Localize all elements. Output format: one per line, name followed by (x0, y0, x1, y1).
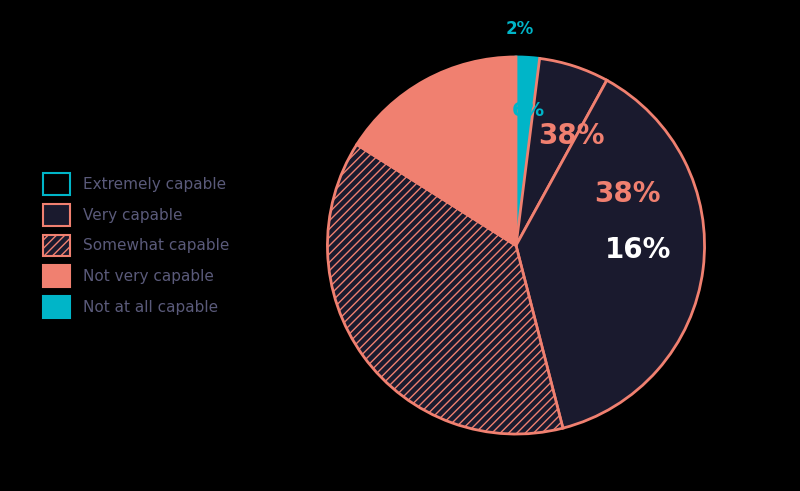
Text: 6%: 6% (511, 101, 544, 120)
Text: 16%: 16% (606, 236, 672, 264)
Wedge shape (327, 144, 563, 434)
Wedge shape (357, 57, 516, 246)
Wedge shape (516, 57, 540, 246)
Wedge shape (516, 58, 607, 246)
Wedge shape (516, 80, 705, 428)
Text: 38%: 38% (594, 180, 660, 208)
Text: 38%: 38% (538, 122, 605, 150)
Text: 2%: 2% (506, 20, 534, 38)
Legend: Extremely capable, Very capable, Somewhat capable, Not very capable, Not at all : Extremely capable, Very capable, Somewha… (43, 173, 229, 318)
